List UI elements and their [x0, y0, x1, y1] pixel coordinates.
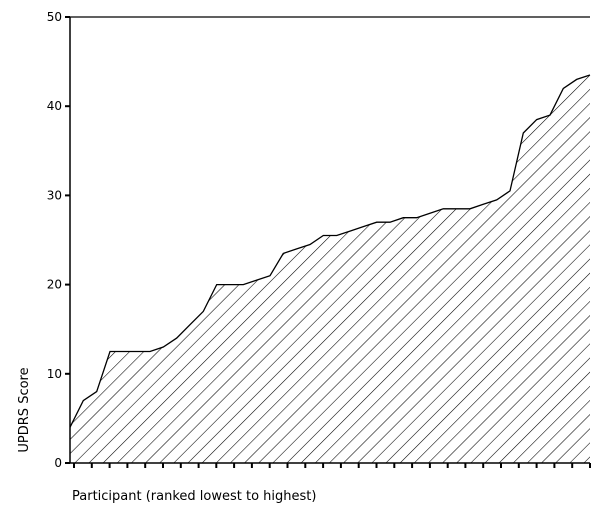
- y-tick-label: 50: [47, 10, 62, 24]
- series-area: [70, 75, 590, 463]
- y-axis-title: UPDRS Score: [17, 367, 32, 452]
- y-tick-label: 10: [47, 367, 62, 381]
- x-axis-title: Participant (ranked lowest to highest): [72, 489, 316, 504]
- y-tick-label: 0: [54, 456, 62, 470]
- y-tick-label: 40: [47, 99, 62, 113]
- series-line: [69, 74, 591, 428]
- y-tick-label: 30: [47, 188, 62, 202]
- y-tick-label: 20: [47, 278, 62, 292]
